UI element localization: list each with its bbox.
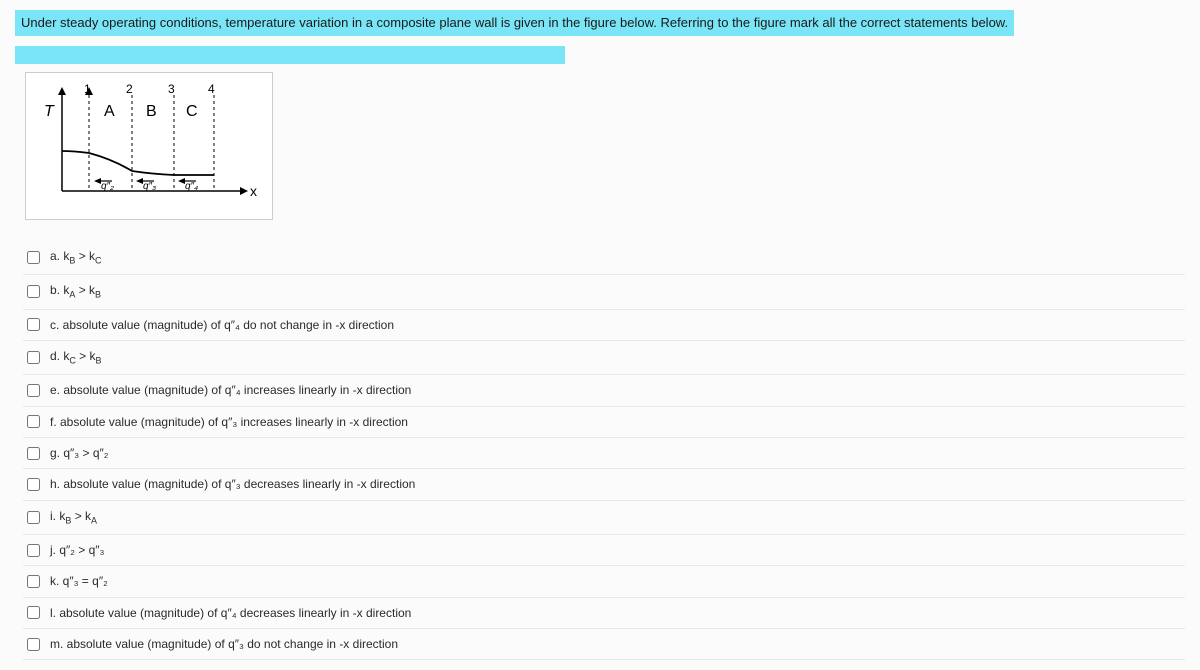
checkbox-c[interactable] xyxy=(27,318,40,331)
figure-container: T x 1 2 3 4 A B C q″₂ q″₃ xyxy=(25,72,273,220)
composite-wall-figure: T x 1 2 3 4 A B C q″₂ q″₃ xyxy=(34,81,264,211)
option-label-h: h. absolute value (magnitude) of q″₃ dec… xyxy=(50,477,415,491)
checkbox-b[interactable] xyxy=(27,285,40,298)
svg-text:4: 4 xyxy=(208,82,215,96)
option-b[interactable]: b. kA > kB xyxy=(23,275,1185,309)
option-label-a: a. kB > kC xyxy=(50,249,102,266)
question-text: Under steady operating conditions, tempe… xyxy=(15,10,1014,36)
option-a[interactable]: a. kB > kC xyxy=(23,241,1185,275)
option-label-f: f. absolute value (magnitude) of q″₃ inc… xyxy=(50,415,408,429)
svg-text:C: C xyxy=(186,103,198,120)
checkbox-a[interactable] xyxy=(27,251,40,264)
option-label-j: j. q″₂ > q″₃ xyxy=(50,543,104,557)
option-label-i: i. kB > kA xyxy=(50,509,97,526)
option-label-m: m. absolute value (magnitude) of q″₃ do … xyxy=(50,637,398,651)
checkbox-i[interactable] xyxy=(27,511,40,524)
checkbox-d[interactable] xyxy=(27,351,40,364)
checkbox-f[interactable] xyxy=(27,415,40,428)
checkbox-k[interactable] xyxy=(27,575,40,588)
option-d[interactable]: d. kC > kB xyxy=(23,341,1185,375)
option-label-b: b. kA > kB xyxy=(50,283,101,300)
option-label-c: c. absolute value (magnitude) of q″₄ do … xyxy=(50,318,394,332)
option-c[interactable]: c. absolute value (magnitude) of q″₄ do … xyxy=(23,310,1185,341)
svg-text:A: A xyxy=(104,103,115,120)
checkbox-j[interactable] xyxy=(27,544,40,557)
option-label-g: g. q″₃ > q″₂ xyxy=(50,446,108,460)
option-g[interactable]: g. q″₃ > q″₂ xyxy=(23,438,1185,469)
svg-text:x: x xyxy=(250,183,257,199)
svg-text:1: 1 xyxy=(84,82,91,96)
checkbox-e[interactable] xyxy=(27,384,40,397)
highlight-bar xyxy=(15,46,565,64)
options-list: a. kB > kC b. kA > kB c. absolute value … xyxy=(23,241,1185,660)
svg-text:T: T xyxy=(44,103,55,120)
option-f[interactable]: f. absolute value (magnitude) of q″₃ inc… xyxy=(23,407,1185,438)
svg-text:B: B xyxy=(146,103,157,120)
option-label-e: e. absolute value (magnitude) of q″₄ inc… xyxy=(50,383,411,397)
checkbox-m[interactable] xyxy=(27,638,40,651)
option-i[interactable]: i. kB > kA xyxy=(23,501,1185,535)
option-label-k: k. q″₃ = q″₂ xyxy=(50,574,108,588)
option-label-d: d. kC > kB xyxy=(50,349,102,366)
svg-text:q″₃: q″₃ xyxy=(143,181,156,192)
svg-text:3: 3 xyxy=(168,82,175,96)
checkbox-l[interactable] xyxy=(27,606,40,619)
question-prompt: Under steady operating conditions, tempe… xyxy=(15,10,1185,64)
option-l[interactable]: l. absolute value (magnitude) of q″₄ dec… xyxy=(23,598,1185,629)
checkbox-g[interactable] xyxy=(27,447,40,460)
option-h[interactable]: h. absolute value (magnitude) of q″₃ dec… xyxy=(23,469,1185,500)
option-label-l: l. absolute value (magnitude) of q″₄ dec… xyxy=(50,606,411,620)
svg-text:q″₄: q″₄ xyxy=(185,181,198,192)
svg-text:q″₂: q″₂ xyxy=(101,181,114,192)
svg-text:2: 2 xyxy=(126,82,133,96)
option-j[interactable]: j. q″₂ > q″₃ xyxy=(23,535,1185,566)
option-m[interactable]: m. absolute value (magnitude) of q″₃ do … xyxy=(23,629,1185,660)
option-e[interactable]: e. absolute value (magnitude) of q″₄ inc… xyxy=(23,375,1185,406)
checkbox-h[interactable] xyxy=(27,478,40,491)
